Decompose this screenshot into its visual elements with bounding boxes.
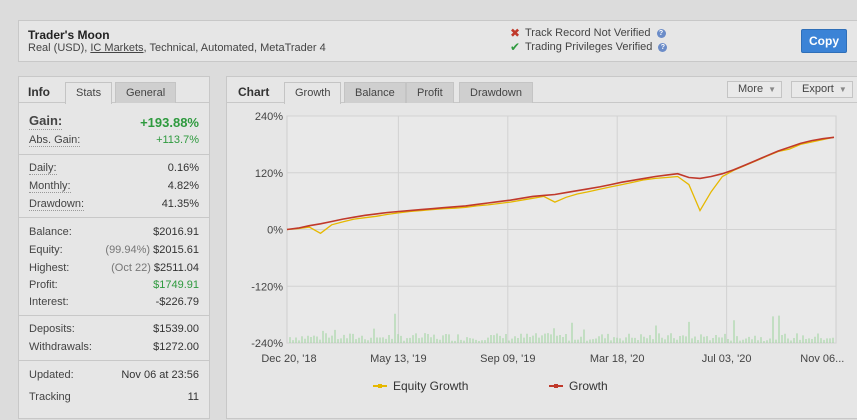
interest-value: -$226.79: [155, 296, 199, 308]
deposits-value: $1539.00: [153, 323, 199, 335]
interest-label: Interest:: [29, 296, 69, 308]
balance-label: Balance:: [29, 226, 72, 238]
tab-drawdown[interactable]: Drawdown: [459, 82, 533, 103]
drawdown-value: 41.35%: [161, 198, 199, 210]
monthly-label: Monthly:: [29, 180, 71, 193]
help-icon[interactable]: ?: [658, 42, 668, 52]
withdrawals-row: Withdrawals: $1272.00: [29, 341, 199, 353]
account-title: Trader's Moon: [28, 28, 110, 42]
daily-label: Daily:: [29, 162, 57, 175]
track-record-label: Track Record Not Verified: [525, 27, 651, 39]
daily-row: Daily: 0.16%: [29, 162, 199, 175]
tab-general[interactable]: General: [115, 82, 177, 103]
gain-value: +193.88%: [140, 115, 199, 130]
chart-tabs: Chart Growth Balance Profit Drawdown Mor…: [227, 77, 857, 104]
legend-equity-growth-marker: [378, 384, 382, 388]
deposits-row: Deposits: $1539.00: [29, 323, 199, 335]
tracking-value: 11: [187, 391, 199, 403]
chart-label: Chart: [238, 85, 270, 99]
copy-button[interactable]: Copy: [801, 29, 847, 53]
trading-privileges-status: ✔ Trading Privileges Verified ?: [509, 40, 668, 54]
monthly-value: 4.82%: [167, 180, 199, 192]
equity-percent: (99.94%): [105, 244, 151, 256]
x-tick-label: Sep 09, '19: [480, 353, 535, 365]
info-label: Info: [28, 85, 50, 99]
y-tick-label: 0%: [267, 225, 283, 237]
tab-balance[interactable]: Balance: [344, 82, 406, 103]
divider: [19, 154, 209, 155]
tracking-row: Tracking 11: [29, 391, 199, 403]
x-tick-label: Jul 03, '20: [702, 353, 752, 365]
divider: [19, 217, 209, 218]
help-icon[interactable]: ?: [656, 28, 666, 38]
growth-line: [286, 136, 835, 231]
equity-value: $2015.61: [153, 244, 199, 256]
x-tick-label: May 13, '19: [370, 353, 427, 365]
export-dropdown[interactable]: Export ▼: [791, 81, 853, 98]
info-panel: Info Stats General Gain: +193.88% Abs. G…: [18, 76, 210, 419]
drawdown-label: Drawdown:: [29, 198, 85, 211]
divider: [19, 360, 209, 361]
withdrawals-value: $1272.00: [153, 341, 199, 353]
chart-panel: Chart Growth Balance Profit Drawdown Mor…: [226, 76, 857, 419]
balance-row: Balance: $2016.91: [29, 226, 199, 238]
y-tick-label: -120%: [251, 281, 283, 293]
legend-growth-marker: [554, 384, 558, 388]
profit-row: Profit: $1749.91: [29, 279, 199, 291]
account-type: Real (USD),: [28, 42, 91, 54]
abs-gain-value: +113.7%: [156, 134, 199, 146]
export-label: Export: [802, 83, 834, 95]
updated-row: Updated: Nov 06 at 23:56: [29, 369, 199, 381]
updated-label: Updated:: [29, 369, 74, 381]
profit-value: $1749.91: [153, 279, 199, 291]
updated-value: Nov 06 at 23:56: [121, 369, 199, 381]
chevron-down-icon: ▼: [838, 85, 847, 94]
gain-label: Gain:: [29, 113, 63, 130]
abs-gain-row: Abs. Gain: +113.7%: [29, 134, 199, 147]
interest-row: Interest: -$226.79: [29, 296, 199, 308]
profit-label: Profit:: [29, 279, 58, 291]
y-tick-label: 240%: [255, 111, 283, 123]
legend-growth-label: Growth: [569, 379, 608, 393]
equity-label: Equity:: [29, 244, 63, 256]
monthly-row: Monthly: 4.82%: [29, 180, 199, 193]
divider: [19, 315, 209, 316]
highest-label: Highest:: [29, 262, 70, 274]
info-tabs: Info Stats General: [19, 77, 209, 104]
y-tick-label: 120%: [255, 168, 283, 180]
y-tick-label: -240%: [251, 338, 283, 350]
tab-profit[interactable]: Profit: [406, 82, 454, 103]
drawdown-row: Drawdown: 41.35%: [29, 198, 199, 211]
x-icon: ✖: [509, 26, 521, 40]
highest-row: Highest: (Oct 22) $2511.04: [29, 262, 199, 274]
x-tick-label: Nov 06...: [800, 353, 844, 365]
highest-date: (Oct 22): [111, 262, 151, 274]
x-tick-label: Mar 18, '20: [590, 353, 645, 365]
equity-row: Equity: (99.94%) $2015.61: [29, 244, 199, 256]
account-details: , Technical, Automated, MetaTrader 4: [143, 42, 326, 54]
check-icon: ✔: [509, 40, 521, 54]
withdrawals-label: Withdrawals:: [29, 341, 92, 353]
account-header: Trader's Moon Real (USD), IC Markets, Te…: [18, 20, 857, 62]
deposits-label: Deposits:: [29, 323, 75, 335]
account-subtitle: Real (USD), IC Markets, Technical, Autom…: [28, 42, 326, 54]
trading-privileges-label: Trading Privileges Verified: [525, 41, 653, 53]
chevron-down-icon: ▼: [768, 85, 777, 94]
daily-value: 0.16%: [167, 162, 199, 174]
more-dropdown[interactable]: More ▼: [727, 81, 783, 98]
tab-stats[interactable]: Stats: [65, 82, 113, 104]
broker-link[interactable]: IC Markets: [90, 42, 144, 54]
track-record-status: ✖ Track Record Not Verified ?: [509, 26, 666, 40]
tab-growth[interactable]: Growth: [284, 82, 342, 104]
more-label: More: [738, 83, 764, 95]
abs-gain-label: Abs. Gain:: [29, 134, 81, 147]
tracking-label: Tracking: [29, 391, 71, 403]
growth-chart: 240% 120% 0% -120% -240% Dec 20, '18 May 13, '…: [251, 111, 844, 393]
balance-value: $2016.91: [153, 226, 199, 238]
x-tick-label: Dec 20, '18: [261, 353, 316, 365]
highest-value: $2511.04: [153, 262, 199, 274]
gain-row: Gain: +193.88%: [29, 113, 199, 130]
legend-equity-growth-label: Equity Growth: [393, 379, 468, 393]
